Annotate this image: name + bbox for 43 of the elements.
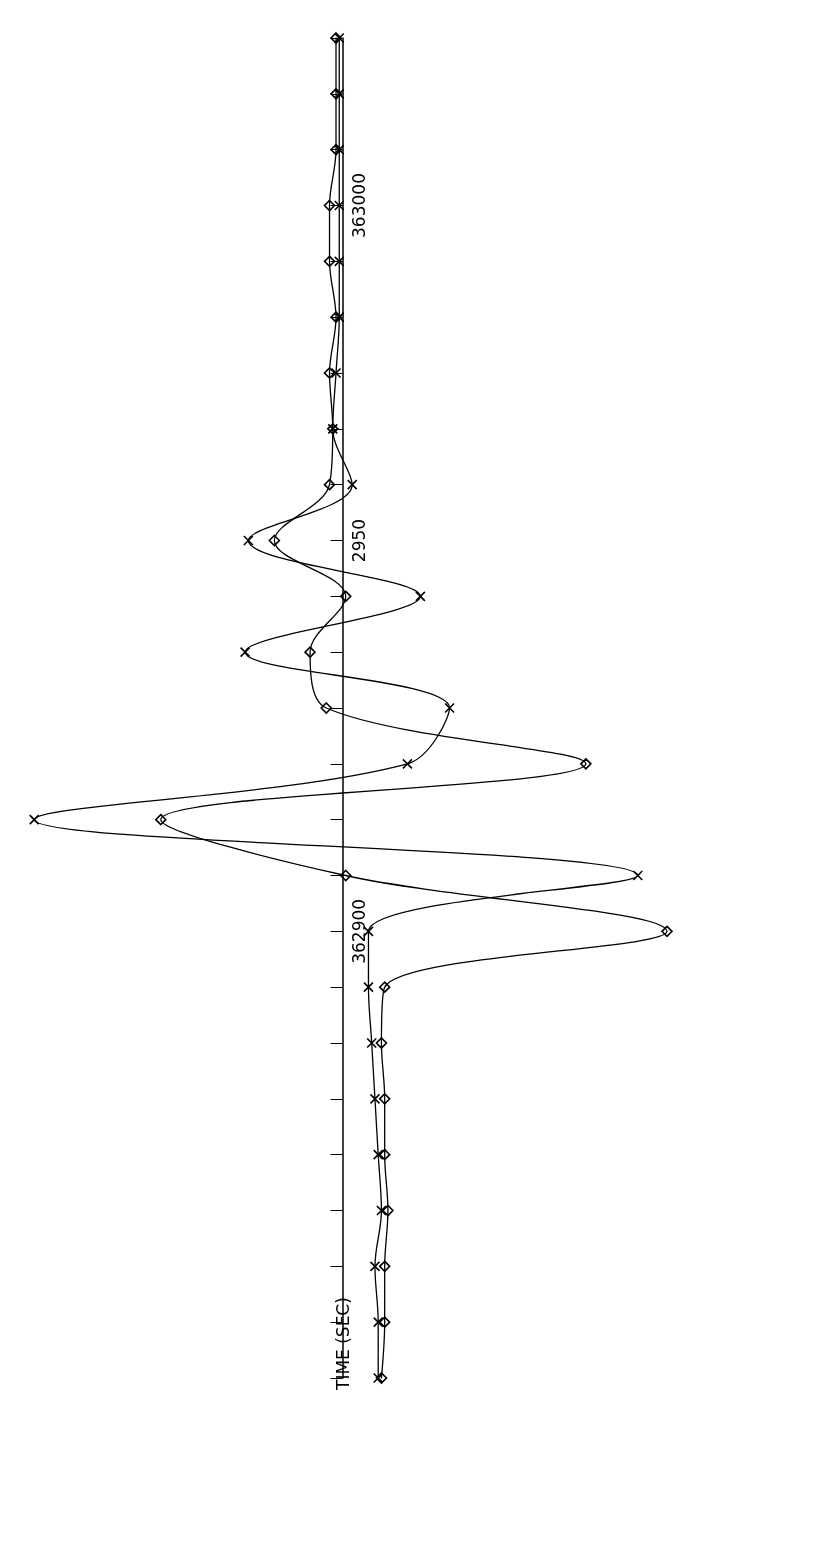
point <box>369 1261 381 1272</box>
point <box>239 646 251 658</box>
point <box>333 256 345 267</box>
point <box>372 1316 384 1328</box>
point <box>323 199 336 212</box>
point <box>346 479 358 490</box>
y-axis-title: TIME (SEC) <box>332 1297 353 1391</box>
point <box>363 981 374 993</box>
point <box>243 535 254 546</box>
point <box>339 590 352 603</box>
point <box>268 534 281 547</box>
point <box>330 367 342 379</box>
point <box>376 1205 387 1216</box>
point <box>333 200 345 211</box>
point <box>415 591 426 602</box>
point <box>320 702 333 714</box>
y-tick-label: 363000 <box>349 173 369 238</box>
point <box>378 1260 391 1273</box>
point <box>323 255 336 268</box>
point <box>323 367 336 379</box>
point <box>366 1037 377 1049</box>
point <box>444 702 455 714</box>
point <box>369 1093 381 1105</box>
point <box>378 981 391 993</box>
point <box>154 813 167 826</box>
point <box>378 1316 391 1328</box>
point <box>402 758 413 770</box>
point <box>372 1149 384 1160</box>
point <box>661 925 673 938</box>
y-tick-label: 2950 <box>349 518 369 563</box>
point <box>375 1037 388 1049</box>
point <box>378 1148 391 1161</box>
point <box>323 478 336 491</box>
point <box>372 1372 384 1384</box>
point <box>382 1204 394 1217</box>
y-tick-label: 362900 <box>349 898 369 964</box>
point <box>304 646 316 658</box>
point <box>378 1093 391 1105</box>
point <box>339 869 352 882</box>
point <box>580 758 592 770</box>
point <box>28 814 40 825</box>
point <box>375 1372 388 1384</box>
point <box>632 870 644 881</box>
